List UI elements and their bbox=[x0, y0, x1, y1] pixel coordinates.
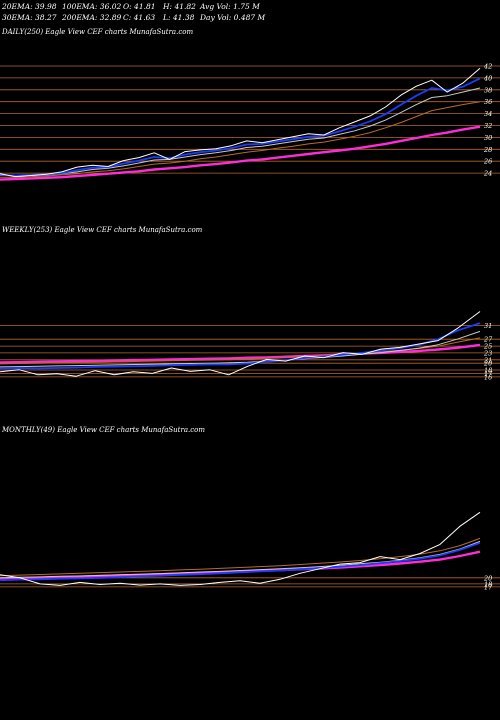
daily-ytick-label: 36 bbox=[484, 98, 492, 106]
daily-ytick-label: 40 bbox=[483, 74, 492, 82]
weekly-ema-short-line bbox=[0, 322, 481, 370]
daily-ytick-label: 38 bbox=[484, 86, 492, 94]
daily-ytick-label: 26 bbox=[483, 158, 492, 166]
weekly-ytick-label: 18 bbox=[484, 367, 492, 375]
header-day-vol: Day Vol: 0.487 M bbox=[200, 13, 266, 22]
weekly-ytick-label: 16 bbox=[484, 373, 492, 381]
header-ema20: 20EMA: 39.98 bbox=[2, 2, 57, 11]
monthly-ema-short-line bbox=[0, 542, 481, 582]
header-high: H: 41.82 bbox=[163, 2, 196, 11]
header-avg-vol: Avg Vol: 1.75 M bbox=[200, 2, 260, 11]
daily-ema-long-line bbox=[0, 125, 481, 181]
weekly-ema-long-line bbox=[0, 343, 481, 364]
daily-ytick-label: 42 bbox=[483, 63, 492, 71]
weekly-ytick-label: 25 bbox=[483, 343, 492, 351]
daily-ytick-label: 24 bbox=[483, 170, 492, 178]
header-low: L: 41.38 bbox=[163, 13, 195, 22]
daily-price-line bbox=[0, 67, 481, 178]
monthly-price-line bbox=[0, 511, 481, 586]
header-ema100: 100EMA: 36.02 bbox=[62, 2, 122, 11]
weekly-ytick-label: 17 bbox=[484, 370, 493, 378]
daily-ytick-label: 34 bbox=[484, 110, 492, 118]
daily-ema-mid-line bbox=[0, 87, 481, 176]
weekly-price-line bbox=[0, 311, 481, 377]
daily-ema-short-line bbox=[0, 77, 481, 177]
weekly-ytick-label: 23 bbox=[483, 349, 492, 357]
weekly-ytick-label: 27 bbox=[483, 336, 493, 344]
weekly-panel-title: WEEKLY(253) Eagle View CEF charts Munafa… bbox=[2, 226, 203, 234]
daily-ytick-label: 28 bbox=[483, 146, 492, 154]
daily-ema-band-line bbox=[0, 101, 481, 178]
daily-ytick-label: 32 bbox=[484, 122, 492, 130]
weekly-ytick-label: 20 bbox=[483, 360, 492, 368]
weekly-ytick-label: 31 bbox=[484, 322, 492, 330]
monthly-ytick-label: 20 bbox=[483, 574, 492, 582]
weekly-ytick-label: 21 bbox=[483, 356, 492, 364]
header-ema30: 30EMA: 38.27 bbox=[2, 13, 57, 22]
weekly-ema-mid-line bbox=[0, 330, 481, 368]
monthly-ytick-label: 18 bbox=[484, 580, 492, 588]
daily-ytick-label: 30 bbox=[484, 134, 492, 142]
header-close: C: 41.63 bbox=[123, 13, 156, 22]
monthly-panel-title: MONTHLY(49) Eagle View CEF charts Munafa… bbox=[2, 426, 206, 434]
header-open: O: 41.81 bbox=[123, 2, 156, 11]
monthly-ytick-label: 17 bbox=[484, 583, 493, 591]
header-ema200: 200EMA: 32.89 bbox=[62, 13, 122, 22]
daily-panel-title: DAILY(250) Eagle View CEF charts MunafaS… bbox=[2, 28, 194, 36]
monthly-ema-band-line bbox=[0, 537, 481, 577]
